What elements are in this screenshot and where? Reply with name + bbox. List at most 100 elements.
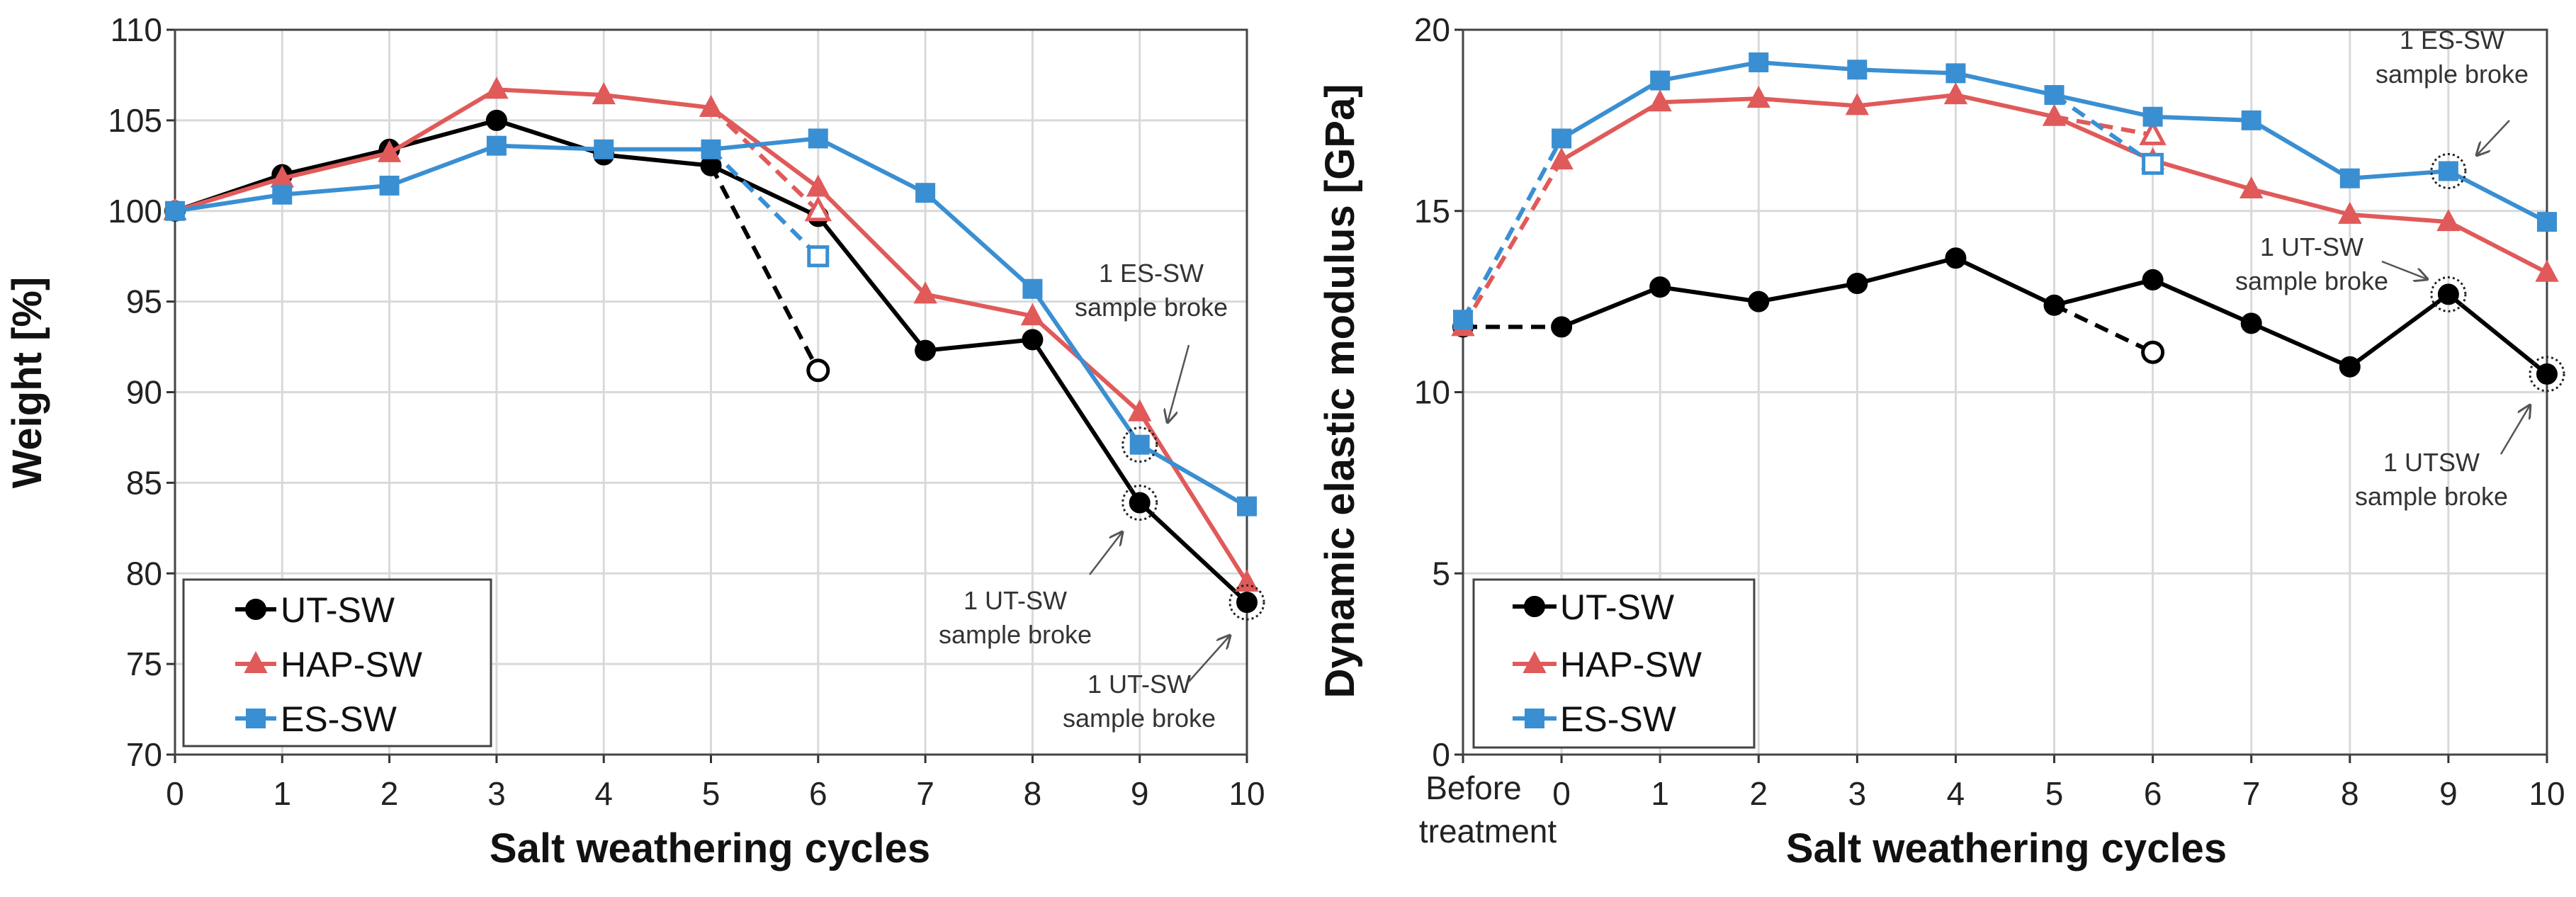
open-data-point bbox=[806, 359, 830, 383]
y-tick-label: 70 bbox=[126, 736, 162, 773]
open-data-point bbox=[807, 245, 830, 268]
plot-frame bbox=[174, 28, 1248, 756]
data-point bbox=[594, 139, 614, 159]
data-point bbox=[592, 81, 616, 105]
data-point bbox=[2338, 201, 2362, 224]
x-tick-label: 9 bbox=[1131, 775, 1149, 812]
data-point bbox=[2339, 356, 2361, 378]
y-axis-title: Weight [%] bbox=[4, 277, 50, 489]
series-hap-sw bbox=[163, 77, 1259, 592]
annotation-arrow bbox=[2499, 405, 2530, 455]
legend-marker bbox=[245, 599, 266, 620]
annotation-arrow bbox=[2477, 120, 2510, 155]
data-point bbox=[1845, 93, 1870, 115]
y-tick-label: 75 bbox=[126, 645, 162, 682]
data-point bbox=[2537, 212, 2557, 232]
data-point bbox=[1020, 303, 1045, 326]
legend-box bbox=[182, 578, 492, 748]
annotation-text: sample broke bbox=[2235, 266, 2388, 295]
x-tick-label: 10 bbox=[1228, 775, 1265, 812]
data-point bbox=[2240, 312, 2262, 334]
x-tick-label: 3 bbox=[487, 775, 506, 812]
data-point bbox=[1746, 86, 1770, 108]
chart-1: 70 75 80 85 90 95 100 105 110 0 1 2 3 4 5 6 7 8 9 10 Salt we… bbox=[4, 11, 1265, 871]
data-point bbox=[1128, 399, 1152, 422]
legend-marker bbox=[1525, 709, 1544, 728]
data-point bbox=[1129, 434, 1150, 455]
x-tick-label: 8 bbox=[2341, 775, 2359, 812]
series-ut-sw bbox=[1452, 247, 2558, 385]
x-tick-label: 7 bbox=[2242, 775, 2261, 812]
y-tick-label: 90 bbox=[126, 374, 162, 411]
data-point bbox=[1943, 81, 1968, 105]
y-tick-label: 20 bbox=[1414, 11, 1450, 48]
legend-label: ES-SW bbox=[281, 699, 397, 739]
data-point bbox=[2239, 176, 2264, 199]
data-point bbox=[1551, 316, 1573, 338]
legend-label: UT-SW bbox=[1560, 587, 1675, 627]
data-point bbox=[1129, 492, 1151, 514]
y-tick-label: 100 bbox=[108, 193, 162, 230]
y-tick-label: 0 bbox=[1432, 736, 1450, 773]
data-point bbox=[1552, 128, 1572, 149]
annotation-arrow bbox=[1168, 344, 1190, 422]
annotation-text: sample broke bbox=[2355, 482, 2508, 511]
legend-label: ES-SW bbox=[1560, 699, 1677, 739]
data-point bbox=[1650, 70, 1671, 91]
data-point bbox=[1648, 89, 1672, 112]
data-point bbox=[806, 174, 830, 197]
data-point bbox=[1748, 290, 1770, 312]
data-point bbox=[701, 139, 721, 159]
x-tick-label: 2 bbox=[380, 775, 399, 812]
data-point bbox=[808, 128, 828, 149]
broken-sample-circle bbox=[2529, 356, 2565, 393]
dashed-line bbox=[708, 164, 820, 372]
data-point bbox=[2142, 269, 2164, 290]
x-tick-label: 1 bbox=[1651, 775, 1669, 812]
series-es-sw bbox=[165, 128, 1257, 517]
data-point bbox=[1236, 592, 1258, 614]
data-point bbox=[2042, 103, 2067, 126]
series-es-sw bbox=[1453, 52, 2557, 330]
chart-2: 0 5 10 15 20 0 1 2 3 4 5 6 7 8 9 10 Before treatment Salt … bbox=[1317, 11, 2565, 871]
broken-sample-circle bbox=[1228, 584, 1265, 621]
legend-label: HAP-SW bbox=[1560, 645, 1702, 684]
data-point bbox=[165, 201, 185, 221]
legend-marker bbox=[246, 709, 266, 728]
y-axis-title: Dynamic elastic modulus [GPa] bbox=[1317, 84, 1363, 698]
x-tick-label: 10 bbox=[2529, 775, 2565, 812]
data-point bbox=[485, 77, 509, 99]
x-tick-label: treatment bbox=[1419, 813, 1557, 850]
y-tick-label: 5 bbox=[1432, 555, 1450, 592]
data-point bbox=[2142, 106, 2163, 127]
data-point bbox=[1847, 60, 1868, 80]
open-data-point bbox=[2139, 120, 2167, 145]
y-tick-label: 15 bbox=[1414, 193, 1450, 230]
data-point bbox=[1846, 273, 1868, 295]
data-point bbox=[915, 339, 937, 361]
data-point bbox=[2241, 110, 2261, 130]
legend-marker bbox=[244, 650, 268, 673]
legend-label: UT-SW bbox=[281, 590, 395, 630]
open-data-point bbox=[2141, 340, 2165, 364]
plot-frame bbox=[1462, 28, 2548, 756]
y-tick-label: 80 bbox=[126, 555, 162, 592]
annotation-text: sample broke bbox=[2376, 60, 2529, 89]
annotation-text: 1 UT-SW bbox=[964, 586, 1067, 615]
data-point bbox=[2044, 85, 2064, 106]
data-point bbox=[1649, 276, 1671, 298]
x-tick-label: 3 bbox=[1848, 775, 1867, 812]
legend: UT-SW HAP-SW ES-SW bbox=[182, 578, 492, 748]
data-point bbox=[2535, 259, 2559, 282]
data-point bbox=[2438, 161, 2458, 181]
y-tick-label: 10 bbox=[1414, 374, 1450, 411]
data-point bbox=[1237, 496, 1257, 517]
series-hap-sw bbox=[1451, 81, 2559, 337]
annotation-arrow bbox=[1089, 532, 1122, 575]
x-tick-label: 7 bbox=[916, 775, 934, 812]
x-tick-label: 1 bbox=[273, 775, 292, 812]
data-point bbox=[486, 135, 507, 156]
data-point bbox=[485, 109, 507, 131]
annotation-arrow bbox=[1188, 636, 1230, 682]
x-tick-label: 9 bbox=[2439, 775, 2458, 812]
